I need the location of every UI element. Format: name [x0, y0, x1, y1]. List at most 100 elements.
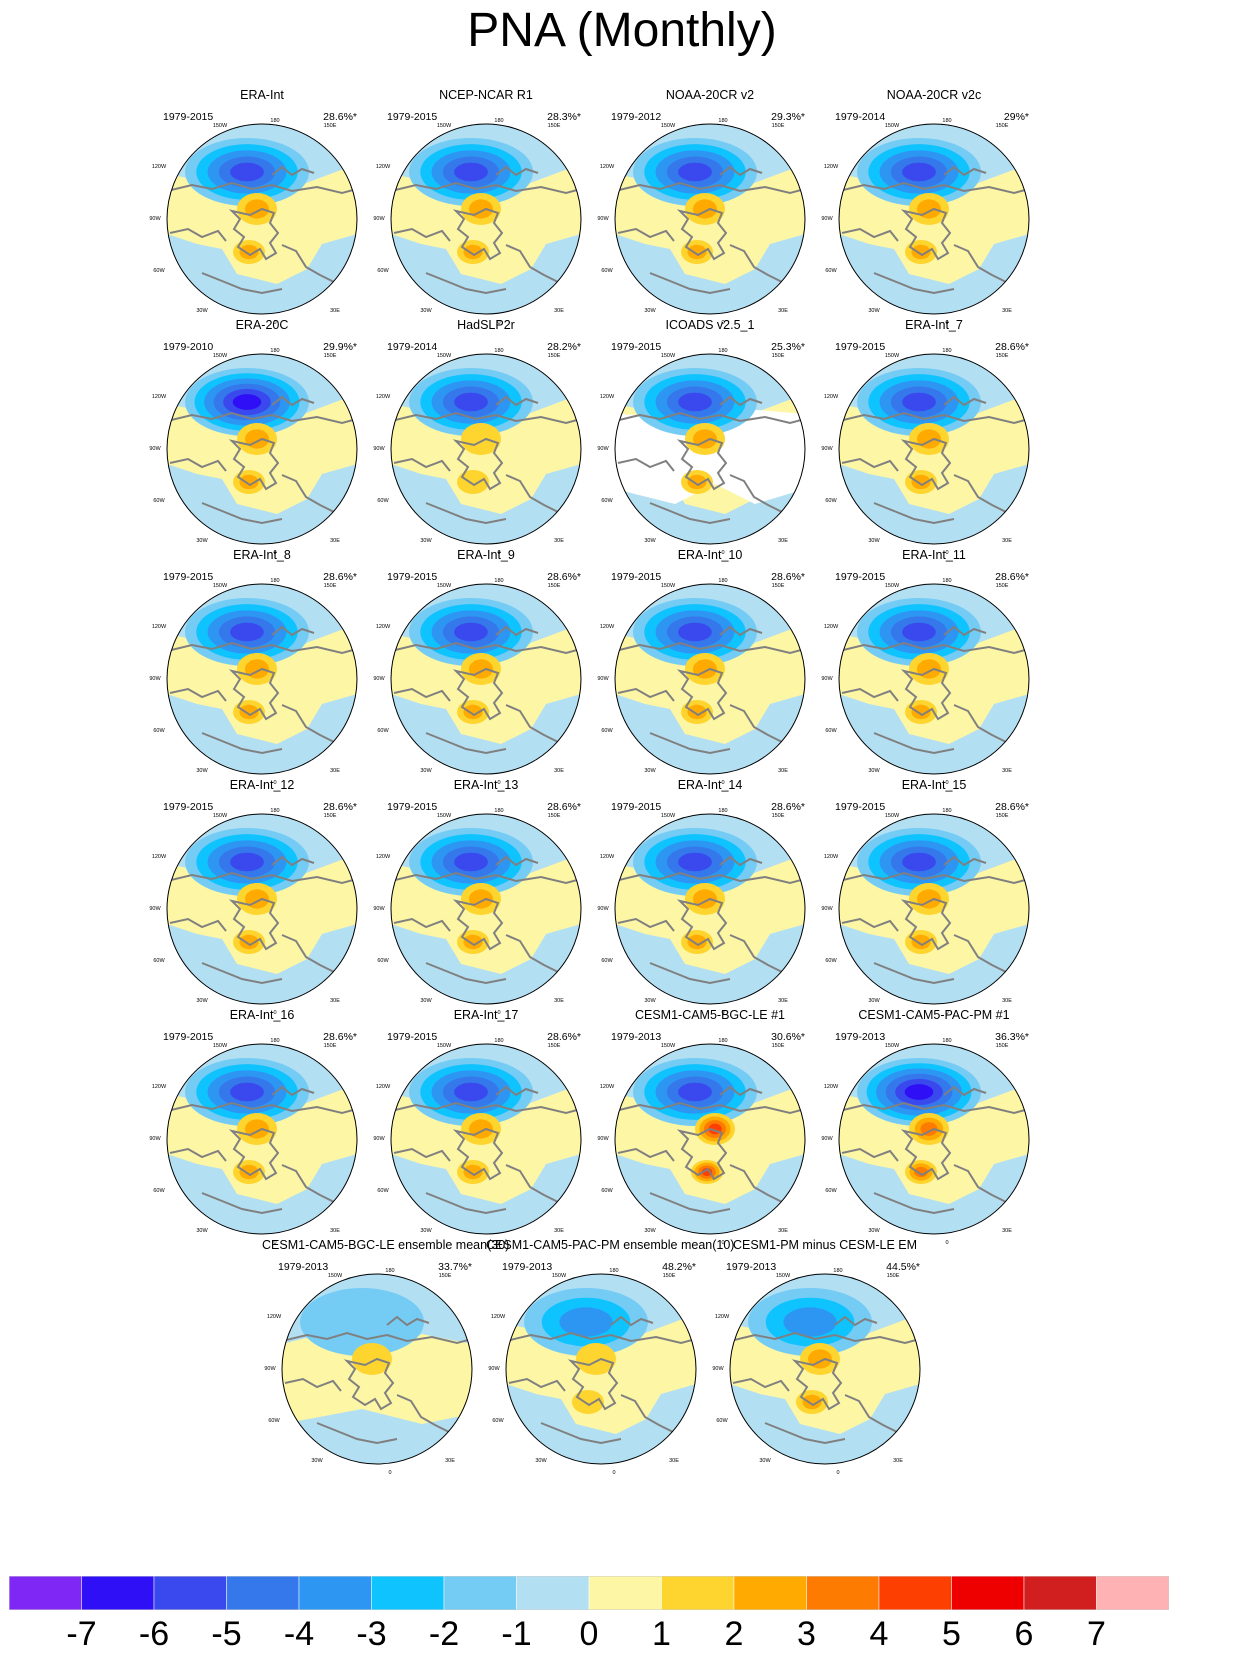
- longitude-label: 180: [942, 1038, 951, 1044]
- map-panel: NOAA-20CR v2c 1979-2014 29%* 180 150W 150E 120…: [819, 88, 1049, 324]
- longitude-label: 150E: [772, 583, 785, 589]
- high-contour: [576, 1343, 616, 1375]
- longitude-label: 120W: [376, 854, 391, 860]
- longitude-label: 120W: [824, 624, 839, 630]
- longitude-label: 120W: [824, 164, 839, 170]
- low-contour: [678, 392, 712, 412]
- negative-region: [391, 694, 581, 774]
- colorbar-box: [226, 1576, 300, 1610]
- coastline: [839, 1101, 1029, 1115]
- low-contour: [902, 392, 936, 412]
- coastline: [391, 871, 581, 885]
- panel-years: 1979-2015: [387, 801, 438, 813]
- longitude-label: 30W: [644, 1228, 656, 1234]
- negative-region: [167, 694, 357, 774]
- map-panel: ERA-Int_10 1979-2015 28.6%* 180 150W 150E 120W…: [595, 548, 825, 784]
- longitude-label: 150W: [437, 353, 452, 359]
- longitude-label: 120W: [267, 1314, 282, 1320]
- coastline: [873, 1192, 955, 1215]
- panel-title: ERA-Int_8: [233, 548, 291, 562]
- longitude-label: 30E: [554, 998, 564, 1004]
- map-border: [390, 813, 582, 1005]
- longitude-label: 150E: [772, 123, 785, 129]
- coastline: [508, 1377, 566, 1392]
- map-border: [614, 353, 806, 545]
- panel-title: ERA-Int_9: [457, 548, 515, 562]
- longitude-label: 90W: [821, 446, 833, 452]
- polar-map: 180150W150E120W120E90W90E60W60E30W30E0: [149, 118, 358, 324]
- longitude-label: 150E: [324, 123, 337, 129]
- low-contour: [904, 1084, 934, 1100]
- colorbar-tick-label: -2: [428, 1615, 460, 1653]
- polar-map: 180150W150E120W120E90W90E60W60E30W30E0: [373, 578, 582, 784]
- high-contour: [687, 934, 707, 950]
- coastline: [393, 227, 451, 242]
- low-contour: [678, 622, 712, 642]
- polar-map: 180150W150E120W120E90W90E60W60E30W30E0: [821, 118, 1030, 324]
- coastline: [841, 227, 899, 242]
- low-contour: [454, 1082, 488, 1102]
- negative-region: [282, 1409, 472, 1464]
- panel-years: 1979-2014: [835, 111, 886, 123]
- longitude-label: 60W: [153, 958, 165, 964]
- longitude-label: 30W: [420, 768, 432, 774]
- longitude-label: 60W: [153, 728, 165, 734]
- field-layer: [839, 1044, 1029, 1234]
- longitude-label: 120W: [600, 854, 615, 860]
- high-contour: [245, 889, 269, 909]
- high-contour: [693, 659, 717, 679]
- coastline: [719, 165, 763, 177]
- colorbar-box: [588, 1576, 662, 1610]
- coastline: [391, 411, 581, 425]
- longitude-label: 120W: [152, 854, 167, 860]
- longitude-label: 180: [494, 348, 503, 354]
- coastline: [167, 181, 357, 195]
- colorbar-box: [153, 1576, 227, 1610]
- coastline: [391, 641, 581, 655]
- longitude-label: 60W: [825, 268, 837, 274]
- panel-title: ERA-Int: [240, 88, 284, 102]
- longitude-label: 60W: [825, 728, 837, 734]
- panel-title: CESM1-CAM5-PAC-PM #1: [858, 1008, 1010, 1022]
- map-border: [614, 813, 806, 1005]
- panel-variance-pct: 29%*: [1003, 111, 1029, 123]
- colorbar-tick-label: -7: [66, 1615, 97, 1653]
- panel-years: 1979-2015: [835, 341, 886, 353]
- longitude-label: 120W: [152, 394, 167, 400]
- longitude-label: 30W: [644, 308, 656, 314]
- longitude-label: 90W: [821, 906, 833, 912]
- low-contour: [232, 394, 262, 410]
- map-border: [390, 123, 582, 315]
- longitude-label: 30E: [330, 1228, 340, 1234]
- longitude-label: 180: [609, 1268, 618, 1274]
- longitude-label: 0: [612, 1470, 615, 1474]
- panel-years: 1979-2015: [387, 571, 438, 583]
- longitude-label: 30W: [311, 1458, 323, 1464]
- coastline: [943, 165, 987, 177]
- coastline: [316, 1422, 398, 1445]
- longitude-label: 120W: [376, 624, 391, 630]
- field-layer: [167, 1044, 357, 1234]
- longitude-label: 30W: [420, 998, 432, 1004]
- coastline: [649, 502, 731, 525]
- longitude-label: 150W: [552, 1273, 567, 1279]
- coastline: [391, 1101, 581, 1115]
- high-contour: [693, 889, 717, 909]
- longitude-label: 180: [833, 1268, 842, 1274]
- panel-variance-pct: 25.3%*: [771, 341, 805, 353]
- colorbar-box: [878, 1576, 952, 1610]
- longitude-label: 30W: [644, 768, 656, 774]
- longitude-label: 30E: [554, 538, 564, 544]
- longitude-label: 150E: [996, 813, 1009, 819]
- longitude-label: 120W: [491, 1314, 506, 1320]
- high-contour: [463, 704, 483, 720]
- coastline: [167, 641, 357, 655]
- field-layer: [167, 124, 357, 314]
- colorbar-box: [9, 1576, 82, 1610]
- high-contour: [463, 1164, 483, 1180]
- field-layer: [615, 584, 805, 774]
- coastline: [495, 625, 539, 637]
- longitude-label: 90W: [712, 1366, 724, 1372]
- longitude-label: 60W: [716, 1418, 728, 1424]
- coastline: [386, 1315, 430, 1327]
